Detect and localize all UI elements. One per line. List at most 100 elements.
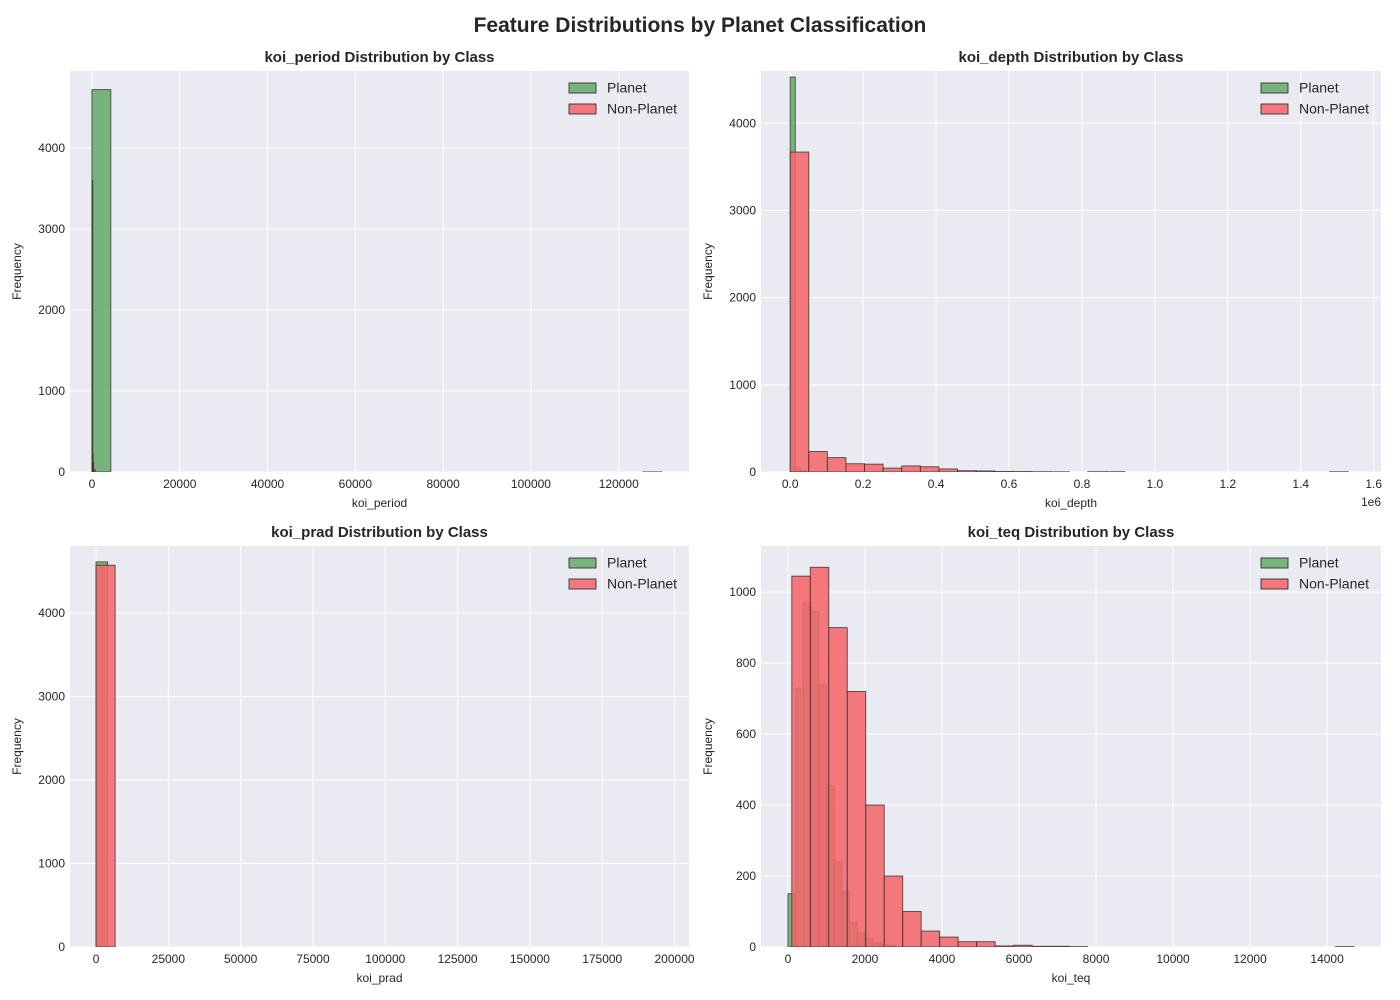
legend: Planet Non-Planet [1260, 80, 1369, 117]
non-planet-bar [808, 451, 828, 472]
y-tick-label: 1000 [729, 585, 756, 599]
subplot-4: 0 2000 4000 6000 8000 10000 12000 14000 0 200 400 6… [701, 524, 1381, 985]
y-tick-label: 3000 [729, 203, 756, 217]
y-axis-label: Frequency [701, 243, 715, 300]
x-tick-label: 6000 [1006, 952, 1033, 966]
y-tick-label: 200 [736, 869, 756, 883]
non-planet-bar [845, 463, 866, 472]
y-tick-label: 0 [749, 465, 756, 479]
x-tick-label: 25000 [152, 952, 186, 966]
x-tick-label: 175000 [582, 952, 622, 966]
legend: Planet Non-Planet [568, 80, 677, 117]
x-tick-label: 2000 [852, 952, 879, 966]
non-planet-bar [994, 945, 1015, 947]
y-tick-label: 3000 [38, 689, 65, 703]
x-tick-label: 150000 [510, 952, 550, 966]
y-tick-label: 1000 [38, 384, 65, 398]
non-planet-bar [1050, 945, 1070, 947]
y-axis-label: Frequency [10, 243, 24, 300]
non-planet-bar [939, 936, 959, 947]
figure-title: Feature Distributions by Planet Classifi… [473, 14, 927, 37]
legend-swatch [568, 103, 597, 115]
non-planet-bar [976, 941, 996, 947]
y-tick-label: 2000 [38, 773, 65, 787]
x-tick-label: 20000 [163, 477, 197, 491]
non-planet-bar [91, 179, 94, 472]
x-tick-label: 0.2 [855, 477, 872, 491]
legend-swatch [1260, 578, 1289, 590]
x-tick-label: 0 [785, 952, 792, 966]
legend-label: Non-Planet [607, 576, 677, 592]
x-tick-label: 0 [93, 952, 100, 966]
y-tick-label: 2000 [729, 291, 756, 305]
non-planet-bar [957, 470, 977, 472]
non-planet-bar [902, 911, 922, 947]
y-tick-label: 600 [736, 727, 756, 741]
legend-label: Planet [607, 555, 647, 571]
non-planet-bar [883, 875, 904, 947]
x-tick-label: 0 [89, 477, 96, 491]
x-axis-label: koi_depth [1045, 496, 1097, 510]
non-planet-bar [1013, 944, 1033, 947]
non-planet-bar [920, 930, 941, 947]
non-planet-bar [791, 575, 811, 947]
non-planet-bar [809, 566, 830, 947]
subplot-1: 0 20000 40000 60000 80000 100000 120000 0 1000 20… [10, 49, 689, 510]
y-tick-label: 4000 [38, 141, 65, 155]
bars-group [91, 89, 663, 472]
x-axis-label: koi_teq [1052, 971, 1091, 985]
plot-background [70, 546, 689, 947]
non-planet-bar [975, 470, 996, 472]
x-axis-label: koi_prad [356, 971, 402, 985]
y-tick-label: 3000 [38, 222, 65, 236]
legend: Planet Non-Planet [568, 555, 677, 592]
x-tick-label: 14000 [1310, 952, 1344, 966]
x-tick-label: 200000 [655, 952, 695, 966]
non-planet-bar [938, 468, 959, 472]
subplot-title: koi_teq Distribution by Class [968, 524, 1175, 541]
x-tick-label: 0.8 [1074, 477, 1091, 491]
subplot-title: koi_prad Distribution by Class [271, 524, 488, 541]
legend-label: Non-Planet [1299, 101, 1369, 117]
subplot-title: koi_depth Distribution by Class [958, 49, 1183, 66]
x-tick-label: 4000 [929, 952, 956, 966]
legend-swatch [1260, 557, 1289, 569]
y-tick-label: 2000 [38, 303, 65, 317]
non-planet-bar [846, 691, 867, 947]
bars-group [95, 561, 116, 947]
y-axis-label: Frequency [10, 718, 24, 775]
x-tick-label: 75000 [296, 952, 330, 966]
x-tick-label: 8000 [1083, 952, 1110, 966]
y-tick-label: 4000 [729, 116, 756, 130]
plot-background [761, 71, 1381, 472]
x-axis-label: koi_period [352, 496, 407, 510]
x-tick-label: 12000 [1233, 952, 1267, 966]
legend-label: Non-Planet [607, 101, 677, 117]
non-planet-bar [93, 469, 96, 472]
x-tick-label: 100000 [365, 952, 405, 966]
legend-swatch [568, 578, 597, 590]
non-planet-bar [864, 463, 884, 472]
legend-swatch [568, 557, 597, 569]
x-tick-label: 1.0 [1147, 477, 1164, 491]
y-tick-label: 1000 [38, 856, 65, 870]
x-tick-label: 40000 [251, 477, 285, 491]
x-tick-label: 0.0 [782, 477, 799, 491]
subplot-3: 0 25000 50000 75000 100000 125000 150000 175000… [10, 524, 695, 985]
non-planet-bar [95, 564, 116, 947]
legend-label: Planet [1299, 555, 1339, 571]
y-tick-label: 4000 [38, 606, 65, 620]
axis-offset-text: 1e6 [1361, 495, 1381, 509]
non-planet-bar [826, 457, 847, 472]
legend-swatch [568, 82, 597, 94]
legend: Planet Non-Planet [1260, 555, 1369, 592]
y-tick-label: 400 [736, 798, 756, 812]
non-planet-bar [865, 804, 885, 947]
x-tick-label: 0.6 [1001, 477, 1018, 491]
subplot-title: koi_period Distribution by Class [264, 49, 494, 66]
x-tick-label: 1.2 [1219, 477, 1236, 491]
x-tick-label: 10000 [1156, 952, 1190, 966]
non-planet-bar [1031, 945, 1052, 947]
bars-group [789, 76, 1349, 472]
y-tick-label: 800 [736, 656, 756, 670]
